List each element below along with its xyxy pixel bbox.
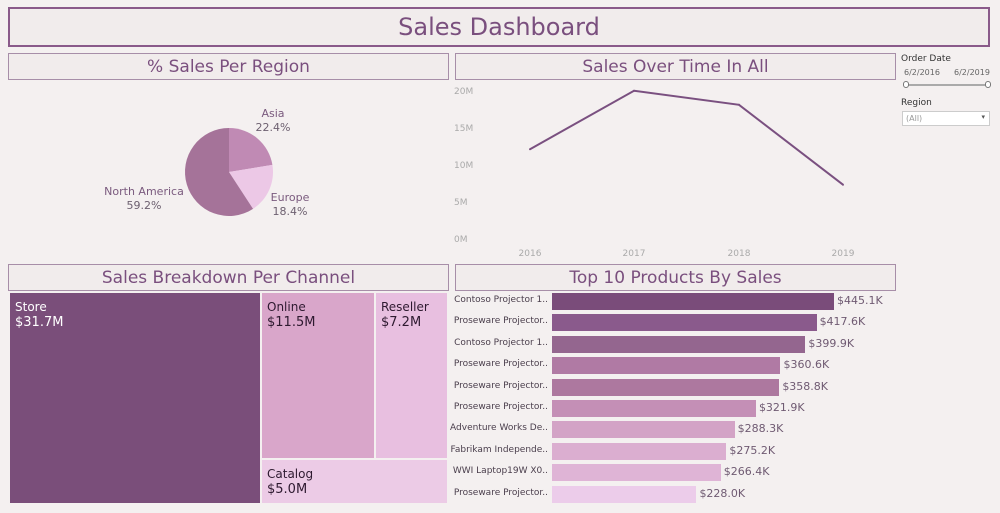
y-tick-label: 5M — [454, 198, 468, 208]
treemap-online[interactable]: Online $11.5M — [262, 293, 374, 458]
product-value: $417.6K — [819, 315, 866, 329]
product-bar-row[interactable]: Proseware Projector.. $417.6K — [450, 314, 900, 332]
product-bar[interactable] — [552, 378, 780, 396]
pie-label-europe: Europe 18.4% — [270, 191, 310, 218]
line-point[interactable] — [738, 103, 740, 106]
date-start: 6/2/2016 — [904, 68, 940, 77]
region-dropdown-value: (All) — [906, 114, 923, 123]
product-bar-row[interactable]: Proseware Projector.. $228.0K — [450, 485, 900, 503]
product-name: Proseware Projector.. — [453, 380, 548, 391]
product-name: Proseware Projector.. — [453, 359, 548, 370]
x-tick-label: 2018 — [728, 249, 751, 259]
sales-line[interactable] — [529, 89, 844, 186]
line-point[interactable] — [633, 89, 635, 92]
pie-label-north-america: North America 59.2% — [104, 185, 184, 212]
product-value: $266.4K — [723, 465, 770, 479]
product-name: WWI Laptop19W X0.. — [452, 466, 548, 477]
product-name: Proseware Projector.. — [453, 402, 548, 412]
chevron-down-icon: ▾ — [981, 113, 985, 121]
product-value: $228.0K — [699, 486, 746, 500]
region-filter-label: Region — [901, 98, 932, 108]
product-value: $358.8K — [782, 379, 829, 393]
product-bar-row[interactable]: Contoso Projector 1.. $445.1K — [450, 293, 900, 310]
time-header: Sales Over Time In All — [455, 53, 896, 80]
product-name: Contoso Projector 1.. — [454, 295, 548, 305]
pie-slice-north-america[interactable] — [184, 128, 254, 216]
product-value: $445.1K — [837, 294, 883, 307]
product-value: $288.3K — [737, 422, 784, 436]
channel-header: Sales Breakdown Per Channel — [8, 264, 449, 291]
product-bar-row[interactable]: Adventure Works De.. $288.3K — [450, 421, 900, 439]
product-name: Contoso Projector 1.. — [454, 337, 548, 348]
date-slider-track[interactable] — [906, 84, 988, 86]
product-bar[interactable] — [552, 314, 817, 332]
product-bar[interactable] — [552, 421, 735, 439]
product-value: $399.9K — [808, 336, 855, 350]
product-value: $275.2K — [729, 443, 776, 457]
pie-slice-europe[interactable] — [229, 164, 273, 209]
product-bar[interactable] — [552, 464, 721, 482]
treemap-reseller[interactable]: Reseller $7.2M — [376, 293, 447, 458]
y-tick-label: 15M — [454, 124, 473, 134]
product-bar-row[interactable]: Proseware Projector.. $360.6K — [450, 357, 900, 375]
product-name: Proseware Projector.. — [453, 316, 548, 327]
product-name: Adventure Works De.. — [450, 423, 548, 434]
date-slider-start-handle[interactable] — [903, 81, 909, 88]
date-slider-end-handle[interactable] — [985, 81, 991, 88]
product-value: $360.6K — [783, 358, 830, 372]
y-tick-label: 20M — [454, 87, 473, 97]
region-pie-chart — [184, 128, 273, 216]
y-tick-label: 0M — [454, 235, 468, 245]
product-bar-row[interactable]: Contoso Projector 1.. $399.9K — [450, 335, 900, 353]
dashboard-title: Sales Dashboard — [8, 7, 990, 47]
product-bar-row[interactable]: Fabrikam Independe.. $275.2K — [450, 442, 900, 460]
product-bar[interactable] — [552, 400, 756, 417]
sales-over-time-chart: 0M 5M 10M 15M 20M 2016 2017 2018 2019 — [454, 87, 855, 259]
region-header: % Sales Per Region — [8, 53, 449, 80]
products-header: Top 10 Products By Sales — [455, 264, 896, 291]
x-tick-label: 2017 — [623, 249, 646, 259]
order-date-label: Order Date — [901, 54, 951, 64]
date-end: 6/2/2019 — [954, 68, 990, 77]
product-bar-row[interactable]: WWI Laptop19W X0.. $266.4K — [450, 464, 900, 482]
product-bar[interactable] — [552, 442, 727, 460]
product-bar[interactable] — [552, 485, 697, 503]
product-bar[interactable] — [552, 357, 781, 375]
x-tick-label: 2019 — [832, 249, 855, 259]
product-bar[interactable] — [552, 335, 806, 353]
product-bar[interactable] — [552, 293, 834, 310]
line-point[interactable] — [529, 148, 531, 151]
y-tick-label: 10M — [454, 161, 473, 171]
pie-slice-asia[interactable] — [229, 128, 273, 172]
product-value: $321.9K — [758, 401, 805, 414]
line-point[interactable] — [842, 183, 844, 186]
treemap-catalog[interactable]: Catalog $5.0M — [262, 460, 447, 503]
product-name: Fabrikam Independe.. — [450, 444, 548, 455]
product-name: Proseware Projector.. — [453, 487, 548, 498]
product-bar-row[interactable]: Proseware Projector.. $358.8K — [450, 378, 900, 396]
treemap-store[interactable]: Store $31.7M — [10, 293, 260, 503]
product-bar-row[interactable]: Proseware Projector.. $321.9K — [450, 400, 900, 417]
region-dropdown[interactable]: (All) ▾ — [902, 111, 990, 126]
pie-label-asia: Asia 22.4% — [255, 107, 291, 134]
x-tick-label: 2016 — [519, 249, 542, 259]
